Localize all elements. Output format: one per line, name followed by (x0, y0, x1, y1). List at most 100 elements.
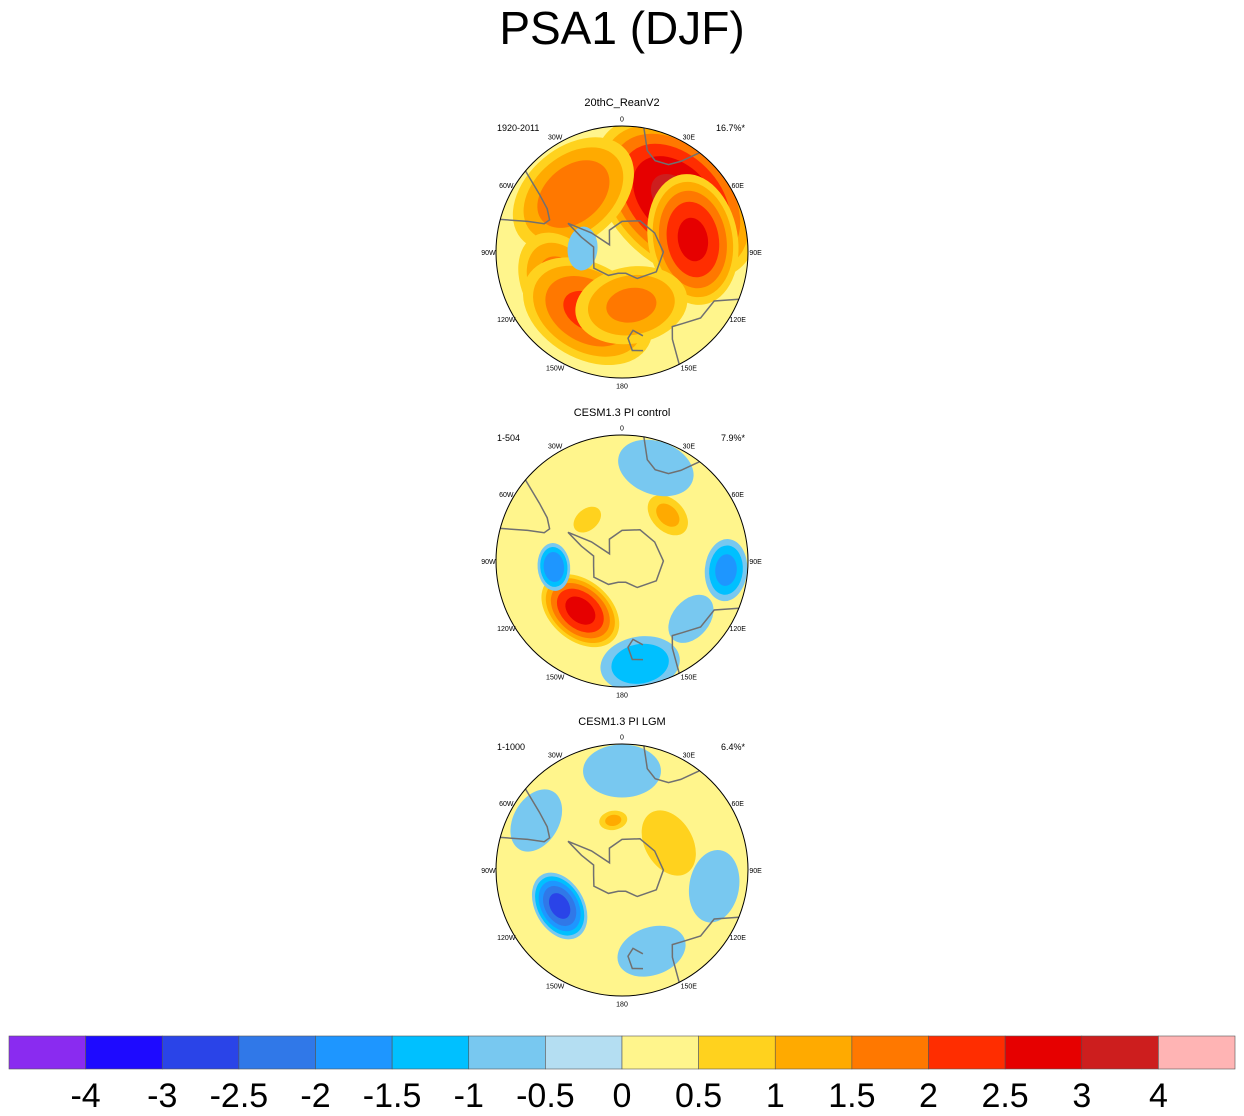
colorbar-swatch (161, 1035, 240, 1070)
map-panels: 0 30E 60E 90E 120E 150E 180 150W 120W 90W 60W 30W 20… (481, 97, 762, 1009)
lon-tick-label: 180 (616, 693, 628, 700)
colorbar-swatch (545, 1035, 623, 1070)
lon-tick-label: 150E (681, 984, 698, 991)
south-america-coastline (500, 479, 551, 534)
colorbar-tick-label: 4 (1149, 1077, 1168, 1115)
lon-tick-label: 120W (497, 935, 516, 942)
contour-level (688, 850, 740, 923)
colorbar-tick-label: -2.5 (210, 1077, 269, 1115)
lon-tick-label: 120E (730, 626, 747, 633)
contour-level (573, 506, 602, 533)
colorbar-tick-label: 2.5 (981, 1077, 1028, 1115)
lon-tick-label: 90E (749, 250, 762, 257)
contour-level (656, 503, 680, 527)
contour-level (611, 643, 669, 684)
australia-coastline (671, 916, 739, 983)
lon-tick-label: 120W (497, 317, 516, 324)
lon-tick-label: 60E (731, 183, 744, 190)
lon-tick-label: 150W (546, 984, 565, 991)
main-title: PSA1 (DJF) (499, 2, 745, 54)
panel-period: 1920-2011 (497, 123, 539, 133)
lon-tick-label: 30W (548, 134, 563, 141)
contour-level (548, 893, 571, 919)
new-zealand-coastline (627, 638, 644, 661)
africa-coastline (643, 436, 700, 475)
colorbar-swatch (8, 1035, 86, 1070)
colorbar-tick-label: -0.5 (516, 1077, 575, 1115)
contour-level (543, 551, 565, 582)
antarctica-coastline (567, 529, 665, 589)
lon-tick-label: 90W (481, 559, 496, 566)
antarctica-coastline (567, 220, 665, 280)
africa-coastline (643, 745, 700, 784)
map-border (495, 743, 749, 997)
lon-tick-label: 30E (683, 752, 696, 759)
lon-tick-label: 30E (683, 134, 696, 141)
panel-period: 1-1000 (497, 742, 525, 752)
colorbar-swatch (468, 1035, 546, 1070)
lon-tick-label: 30W (548, 443, 563, 450)
colorbar-tick-label: -1 (454, 1077, 484, 1115)
lon-tick-label: 90W (481, 868, 496, 875)
colorbar-swatch (1158, 1035, 1236, 1070)
colorbar-tick-label: -2 (300, 1077, 330, 1115)
lon-tick-label: 30E (683, 443, 696, 450)
lon-tick-label: 150E (681, 366, 698, 373)
contour-level (606, 287, 657, 323)
lon-tick-label: 90E (749, 559, 762, 566)
lon-tick-label: 90W (481, 250, 496, 257)
lon-tick-label: 0 (620, 425, 624, 432)
panel-variance: 16.7%* (716, 123, 746, 133)
colorbar-swatch (238, 1035, 316, 1070)
contour-level (617, 925, 686, 977)
map-panel: 0 30E 60E 90E 120E 150E 180 150W 120W 90W 60W 30W CE… (481, 407, 762, 700)
colorbar-swatch (621, 1035, 699, 1070)
colorbar-tick-label: 3 (1072, 1077, 1091, 1115)
colorbar-tick-label: -3 (147, 1077, 177, 1115)
anomaly-field (500, 436, 748, 687)
colorbar-swatch (85, 1035, 163, 1070)
map-border (495, 434, 749, 688)
lon-tick-label: 30W (548, 752, 563, 759)
lon-tick-label: 60W (499, 492, 514, 499)
australia-coastline (671, 607, 739, 674)
lon-tick-label: 0 (620, 116, 624, 123)
contour-level (618, 439, 694, 497)
colorbar-swatch (851, 1035, 929, 1070)
africa-coastline (643, 127, 700, 166)
lon-tick-label: 180 (616, 384, 628, 391)
panel-variance: 7.9%* (721, 433, 746, 443)
colorbar-swatch (774, 1035, 853, 1070)
colorbar-tick-label: -4 (70, 1077, 100, 1115)
lon-tick-label: 60W (499, 183, 514, 190)
panel-variance: 6.4%* (721, 742, 746, 752)
lon-tick-label: 150E (681, 675, 698, 682)
new-zealand-coastline (627, 947, 644, 970)
lon-tick-label: 120W (497, 626, 516, 633)
lon-tick-label: 120E (730, 317, 747, 324)
colorbar-swatch (1081, 1035, 1159, 1070)
map-border (495, 125, 749, 379)
south-america-coastline (500, 788, 551, 843)
anomaly-field (500, 744, 740, 983)
panel-title: CESM1.3 PI control (574, 407, 671, 419)
panel-title: 20thC_ReanV2 (584, 97, 659, 109)
colorbar-tick-label: -1.5 (363, 1077, 422, 1115)
lon-tick-label: 60E (731, 492, 744, 499)
colorbar-swatch (698, 1035, 776, 1070)
contour-level (567, 226, 598, 271)
colorbar-tick-label: 1 (766, 1077, 785, 1115)
colorbar-tick-label: 1.5 (828, 1077, 875, 1115)
contour-level (583, 744, 661, 798)
lon-tick-label: 180 (616, 1002, 628, 1009)
lon-tick-label: 90E (749, 868, 762, 875)
antarctica-coastline (567, 838, 665, 898)
lon-tick-label: 60E (731, 801, 744, 808)
australia-coastline (671, 298, 739, 365)
contour-level (565, 596, 596, 625)
contour-level (677, 217, 709, 262)
new-zealand-coastline (627, 329, 644, 352)
south-america-coastline (500, 170, 551, 225)
panel-title: CESM1.3 PI LGM (578, 716, 665, 728)
